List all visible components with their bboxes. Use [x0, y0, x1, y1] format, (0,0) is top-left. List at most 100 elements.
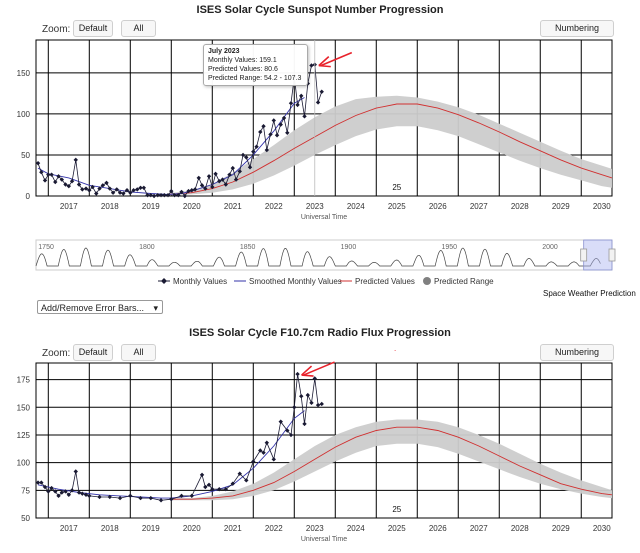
chart1-monthly-point[interactable] — [315, 100, 321, 105]
chart1-monthly-point[interactable] — [271, 118, 276, 123]
chart2-monthly-point[interactable] — [237, 471, 242, 476]
chart1-monthly-point[interactable] — [53, 179, 58, 185]
chart2-monthly-point[interactable] — [63, 489, 68, 494]
chart1-monthly-point[interactable] — [124, 188, 130, 193]
chart2-monthly-point[interactable] — [295, 371, 300, 377]
chart1-monthly-point[interactable] — [254, 144, 259, 149]
error-bars-select[interactable]: Add/Remove Error Bars... ▾ — [37, 300, 163, 314]
chart2-monthly-point[interactable] — [278, 419, 283, 424]
chart2-monthly-point[interactable] — [302, 421, 307, 427]
chart1-monthly-point[interactable] — [261, 124, 266, 129]
chart1-monthly-point[interactable] — [295, 102, 300, 108]
chart1-monthly-point[interactable] — [151, 193, 157, 199]
chart2-monthly-point[interactable] — [83, 492, 89, 497]
chart1-monthly-point[interactable] — [196, 175, 201, 181]
chart1-monthly-point[interactable] — [319, 89, 324, 94]
chart1-monthly-point[interactable] — [210, 184, 215, 190]
chart1-monthly-point[interactable] — [189, 188, 194, 193]
radio-flux-chart[interactable]: 50 75 100 125 150 175 2017 2018 2019 2020 2021 2022… — [17, 361, 613, 543]
chart1-monthly-point[interactable] — [237, 169, 242, 174]
chart1-monthly-point[interactable] — [49, 172, 54, 177]
chart2-monthly-point[interactable] — [49, 485, 54, 491]
chart2-monthly-point[interactable] — [107, 494, 112, 500]
chart2-monthly-point[interactable] — [230, 481, 235, 486]
chart1-monthly-point[interactable] — [131, 188, 136, 193]
chart1-monthly-point[interactable] — [251, 149, 256, 154]
legend-smoothed-values[interactable]: Smoothed Monthly Values — [234, 277, 342, 286]
chart1-monthly-point[interactable] — [121, 191, 126, 196]
chart1-monthly-point[interactable] — [39, 169, 44, 175]
chart1-monthly-point[interactable] — [83, 186, 89, 191]
chart2-monthly-point[interactable] — [299, 394, 304, 399]
chart1-zoom-default-button[interactable]: Default — [73, 20, 113, 37]
chart1-monthly-point[interactable] — [35, 160, 41, 166]
chart2-monthly-point[interactable] — [244, 478, 249, 483]
chart2-monthly-point[interactable] — [251, 459, 256, 464]
chart1-monthly-point[interactable] — [179, 189, 184, 195]
chart2-monthly-point[interactable] — [148, 495, 153, 501]
chart1-monthly-point[interactable] — [227, 172, 232, 177]
chart2-zoom-default-button[interactable]: Default — [73, 344, 113, 361]
chart2-monthly-point[interactable] — [305, 392, 311, 398]
navigator-handle-right[interactable] — [608, 248, 616, 262]
chart2-monthly-point[interactable] — [199, 472, 205, 478]
chart2-monthly-point[interactable] — [264, 440, 270, 445]
chart2-monthly-point[interactable] — [42, 484, 48, 490]
chart2-monthly-point[interactable] — [288, 432, 294, 438]
chart1-monthly-point[interactable] — [186, 188, 191, 194]
chart1-monthly-point[interactable] — [213, 171, 218, 177]
chart1-monthly-point[interactable] — [278, 122, 283, 127]
chart1-monthly-point[interactable] — [258, 129, 263, 135]
chart1-monthly-point[interactable] — [288, 101, 294, 106]
chart2-monthly-point[interactable] — [53, 489, 58, 494]
chart2-monthly-point[interactable] — [138, 495, 143, 501]
chart1-monthly-point[interactable] — [302, 114, 307, 119]
chart1-monthly-point[interactable] — [199, 183, 205, 188]
chart1-monthly-point[interactable] — [76, 182, 82, 187]
chart2-monthly-point[interactable] — [179, 493, 184, 499]
chart1-monthly-point[interactable] — [145, 192, 150, 198]
chart1-monthly-point[interactable] — [176, 192, 181, 198]
time-navigator[interactable]: 1750 1800 1850 1900 1950 2000 — [35, 239, 616, 271]
chart1-monthly-point[interactable] — [182, 193, 188, 199]
chart1-monthly-point[interactable] — [90, 184, 95, 190]
legend-predicted-values[interactable]: Predicted Values — [340, 277, 415, 286]
chart1-monthly-point[interactable] — [162, 192, 167, 198]
chart2-monthly-point[interactable] — [128, 493, 133, 499]
chart1-monthly-point[interactable] — [87, 188, 92, 193]
chart1-monthly-point[interactable] — [155, 192, 160, 198]
chart2-monthly-point[interactable] — [158, 498, 164, 503]
chart2-monthly-point[interactable] — [73, 469, 78, 474]
chart1-monthly-point[interactable] — [240, 152, 246, 158]
chart2-monthly-point[interactable] — [285, 428, 290, 433]
chart1-monthly-point[interactable] — [217, 179, 222, 184]
chart1-monthly-point[interactable] — [59, 177, 65, 182]
chart1-monthly-point[interactable] — [46, 172, 51, 177]
chart1-monthly-point[interactable] — [107, 186, 112, 191]
chart1-monthly-point[interactable] — [69, 179, 75, 184]
chart2-monthly-point[interactable] — [217, 487, 222, 492]
chart2-monthly-point[interactable] — [261, 450, 266, 455]
chart1-monthly-point[interactable] — [114, 187, 119, 192]
chart2-monthly-point[interactable] — [69, 488, 75, 493]
chart1-monthly-point[interactable] — [100, 183, 106, 188]
chart1-monthly-point[interactable] — [169, 188, 174, 194]
chart2-monthly-point[interactable] — [117, 495, 123, 501]
legend-predicted-range[interactable]: Predicted Range — [423, 277, 494, 286]
chart2-monthly-point[interactable] — [319, 401, 324, 407]
chart1-monthly-point[interactable] — [281, 115, 287, 121]
chart1-monthly-point[interactable] — [158, 192, 164, 198]
chart1-monthly-point[interactable] — [66, 183, 71, 189]
chart2-monthly-point[interactable] — [56, 493, 61, 499]
chart1-monthly-point[interactable] — [220, 177, 225, 182]
chart2-monthly-point[interactable] — [39, 480, 44, 485]
chart1-monthly-point[interactable] — [285, 130, 290, 135]
chart1-monthly-point[interactable] — [230, 165, 235, 171]
chart2-monthly-point[interactable] — [315, 402, 321, 408]
chart2-monthly-point[interactable] — [223, 487, 229, 492]
chart1-monthly-point[interactable] — [244, 155, 249, 160]
chart2-monthly-point[interactable] — [210, 487, 215, 492]
chart2-monthly-point[interactable] — [80, 491, 85, 496]
chart2-monthly-point[interactable] — [87, 493, 92, 499]
chart1-monthly-point[interactable] — [247, 165, 253, 170]
